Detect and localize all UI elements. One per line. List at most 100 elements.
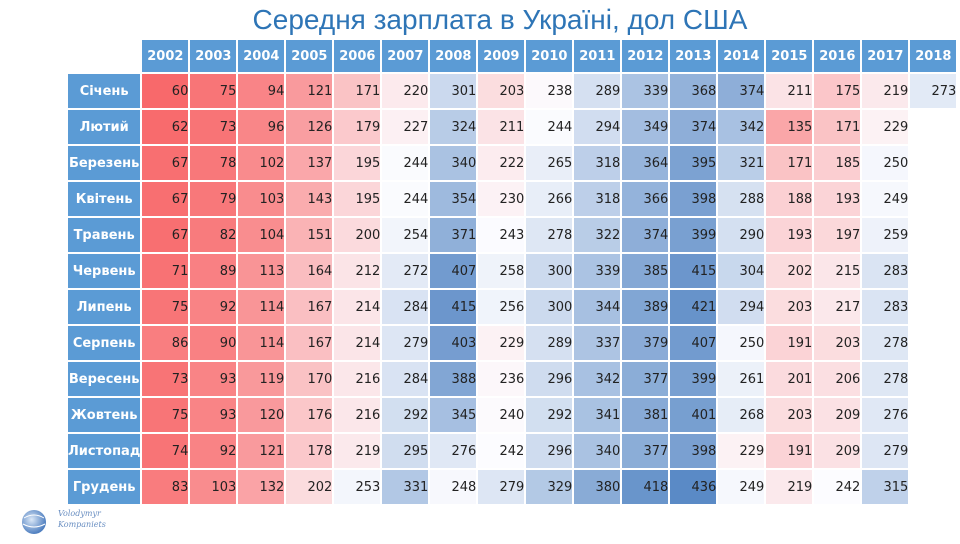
heatmap-cell: 366 [622,182,669,216]
month-label: Серпень [68,326,141,360]
heatmap-cell: 415 [430,290,477,324]
heatmap-cell: 212 [334,254,381,288]
table-row: Березень 67 78 102 137 195 244 340 222 265 318 364 3… [68,146,957,180]
month-label: Квітень [68,182,141,216]
heatmap-cell: 211 [478,110,525,144]
heatmap-cell: 219 [766,470,813,504]
year-header-2012: 2012 [622,40,669,72]
heatmap-cell: 62 [142,110,189,144]
heatmap-cell: 388 [430,362,477,396]
heatmap-cell: 418 [622,470,669,504]
heatmap-cell: 171 [334,74,381,108]
year-header-2013: 2013 [670,40,717,72]
heatmap-cell: 83 [142,470,189,504]
year-header-2005: 2005 [286,40,333,72]
heatmap-cell: 86 [142,326,189,360]
heatmap-cell: 103 [238,182,285,216]
heatmap-cell: 321 [718,146,765,180]
heatmap-cell: 217 [814,290,861,324]
heatmap-cell: 114 [238,290,285,324]
heatmap-cell: 89 [190,254,237,288]
year-header-2017: 2017 [862,40,909,72]
heatmap-cell: 341 [574,398,621,432]
heatmap-cell: 331 [382,470,429,504]
table-row: Червень 71 89 113 164 212 272 407 258 300 339 385 41… [68,254,957,288]
heatmap-cell: 278 [862,326,909,360]
heatmap-cell [910,326,957,360]
heatmap-cell [910,218,957,252]
heatmap-cell: 211 [766,74,813,108]
heatmap-cell: 191 [766,434,813,468]
table-row: Січень 60 75 94 121 171 220 301 203 238 289 339 368 3… [68,74,957,108]
heatmap-cell: 93 [190,398,237,432]
heatmap-cell: 436 [670,470,717,504]
table-row: Жовтень 75 93 120 176 216 292 345 240 292 341 381 40… [68,398,957,432]
heatmap-cell: 415 [670,254,717,288]
heatmap-cell: 296 [526,434,573,468]
corner-cell [68,40,141,72]
heatmap-cell: 219 [334,434,381,468]
heatmap-cell: 164 [286,254,333,288]
heatmap-cell: 244 [382,146,429,180]
heatmap-cell: 104 [238,218,285,252]
heatmap-cell: 364 [622,146,669,180]
heatmap-cell: 220 [382,74,429,108]
heatmap-cell: 103 [190,470,237,504]
year-header-2016: 2016 [814,40,861,72]
heatmap-cell: 94 [238,74,285,108]
heatmap-cell: 229 [862,110,909,144]
heatmap-cell: 209 [814,398,861,432]
heatmap-cell: 243 [478,218,525,252]
heatmap-cell: 200 [334,218,381,252]
heatmap-cell: 374 [670,110,717,144]
heatmap-cell: 242 [478,434,525,468]
heatmap-cell: 74 [142,434,189,468]
heatmap-cell: 203 [814,326,861,360]
heatmap-cell: 214 [334,326,381,360]
heatmap-cell [910,254,957,288]
heatmap-cell: 250 [862,146,909,180]
heatmap-cell: 301 [430,74,477,108]
heatmap-cell [910,470,957,504]
heatmap-cell: 120 [238,398,285,432]
heatmap-cell: 276 [862,398,909,432]
year-header-row: 2002 2003 2004 2005 2006 2007 2008 2009 2010 2011… [68,40,957,72]
heatmap-cell: 71 [142,254,189,288]
heatmap-cell: 421 [670,290,717,324]
heatmap-cell [910,146,957,180]
heatmap-cell: 135 [766,110,813,144]
heatmap-cell: 249 [862,182,909,216]
heatmap-cell: 339 [622,74,669,108]
heatmap-cell: 294 [574,110,621,144]
month-label: Листопад [68,434,141,468]
heatmap-cell: 92 [190,434,237,468]
year-header-2014: 2014 [718,40,765,72]
heatmap-cell: 288 [718,182,765,216]
heatmap-cell: 176 [286,398,333,432]
heatmap-cell: 300 [526,290,573,324]
heatmap-cell: 114 [238,326,285,360]
heatmap-cell: 296 [526,362,573,396]
heatmap-cell: 259 [862,218,909,252]
salary-heatmap-table: 2002 2003 2004 2005 2006 2007 2008 2009 2010 2011… [66,38,958,506]
heatmap-cell [910,290,957,324]
heatmap-cell: 279 [382,326,429,360]
heatmap-cell [910,182,957,216]
month-label: Жовтень [68,398,141,432]
heatmap-cell: 258 [478,254,525,288]
heatmap-cell: 398 [670,434,717,468]
year-header-2010: 2010 [526,40,573,72]
heatmap-cell: 374 [718,74,765,108]
heatmap-cell: 171 [814,110,861,144]
heatmap-cell: 354 [430,182,477,216]
heatmap-cell: 395 [670,146,717,180]
heatmap-cell: 92 [190,290,237,324]
table-row: Серпень 86 90 114 167 214 279 403 229 289 337 379 40… [68,326,957,360]
heatmap-cell: 278 [526,218,573,252]
heatmap-cell: 209 [814,434,861,468]
month-label: Січень [68,74,141,108]
heatmap-cell: 401 [670,398,717,432]
heatmap-cell: 195 [334,182,381,216]
year-header-2006: 2006 [334,40,381,72]
heatmap-cell: 219 [862,74,909,108]
